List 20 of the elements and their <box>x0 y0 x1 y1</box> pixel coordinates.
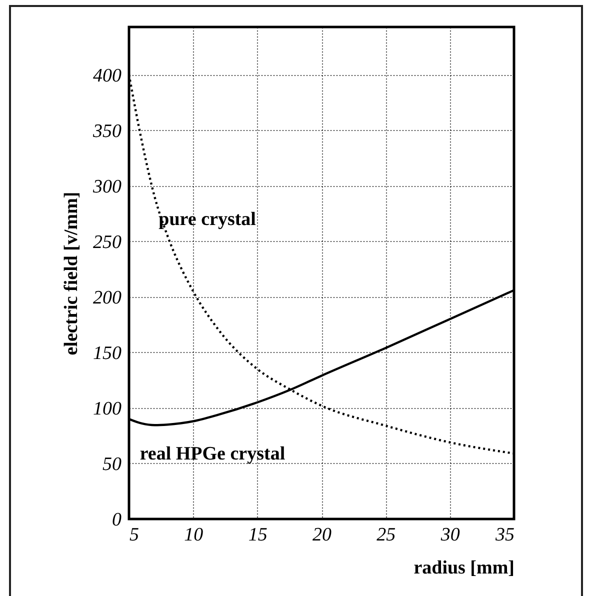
x-tick-label: 5 <box>130 524 139 546</box>
x-axis-title: radius [mm] <box>414 558 514 578</box>
x-tick-label: 35 <box>494 524 514 546</box>
y-tick-label: 100 <box>93 398 122 420</box>
x-tick-label: 30 <box>440 524 460 546</box>
y-tick-label: 350 <box>92 120 122 142</box>
y-tick-label: 250 <box>93 232 122 253</box>
x-tick-label: 25 <box>376 524 396 546</box>
y-axis-title: electric field [v/mm] <box>61 192 82 356</box>
y-tick-label: 50 <box>102 454 122 475</box>
series-label: pure crystal <box>158 208 256 230</box>
series-label: real HPGe crystal <box>140 443 286 464</box>
y-tick-label: 400 <box>93 65 122 86</box>
y-tick-label: 150 <box>93 342 122 364</box>
y-tick-label: 200 <box>93 287 122 308</box>
y-tick-label: 0 <box>112 510 122 530</box>
y-tick-label: 300 <box>92 176 122 198</box>
x-tick-label: 20 <box>312 524 332 546</box>
x-tick-label: 15 <box>248 524 268 546</box>
x-tick-label: 10 <box>184 524 204 546</box>
